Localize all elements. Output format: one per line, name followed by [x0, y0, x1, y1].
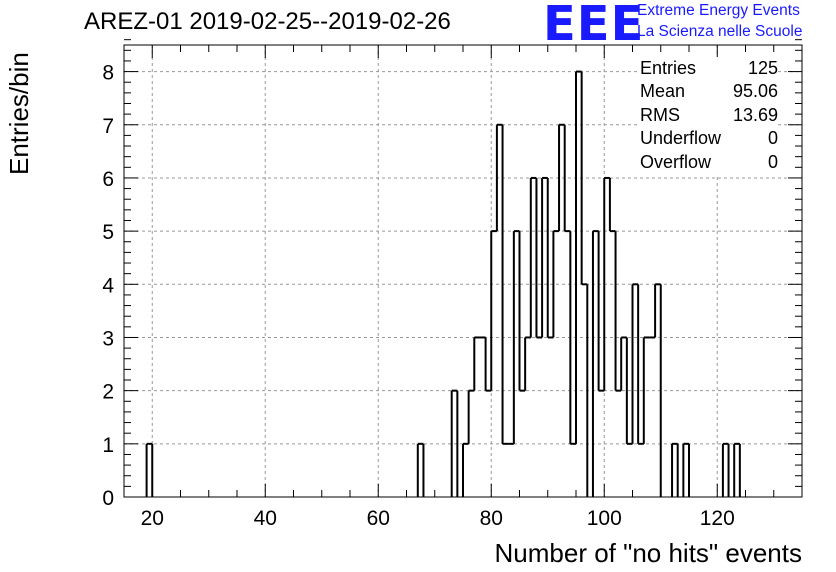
y-tick-label: 7 [102, 115, 114, 138]
axis-ticks [123, 39, 803, 498]
y-tick-label: 8 [102, 62, 114, 85]
y-tick-label: 0 [102, 487, 114, 510]
y-tick-label: 5 [102, 221, 114, 244]
logo-line-1: Extreme Energy Events [637, 2, 800, 19]
x-tick-label: 120 [700, 507, 735, 530]
y-tick-label: 6 [102, 168, 114, 191]
y-tick-label: 4 [102, 274, 114, 297]
stats-label: Entries [640, 58, 697, 78]
y-axis-label-wrap: Entries/bin [4, 52, 34, 175]
x-axis-label: Number of "no hits" events [494, 538, 803, 568]
stats-label: Underflow [640, 128, 722, 149]
logo-line-2: La Scienza nelle Scuole [637, 23, 803, 40]
x-tick-label: 60 [367, 507, 390, 530]
y-tick-label: 3 [102, 327, 114, 350]
stats-label: Mean [640, 81, 686, 102]
x-tick-label: 20 [141, 507, 164, 530]
stats-box: Entries 125 Mean 95.06 RMS 13.69 Underflow 0 Ove… [640, 57, 778, 174]
stats-value: 13.69 [732, 104, 778, 125]
stats-label: Overflow [640, 151, 712, 172]
stats-row: Mean 95.06 [640, 80, 778, 103]
stats-row: Underflow 0 [640, 127, 778, 150]
stats-row: RMS 13.69 [640, 104, 778, 127]
x-tick-label: 100 [587, 507, 622, 530]
chart-title: AREZ-01 2019-02-25--2019-02-26 [84, 8, 451, 35]
stats-row: Entries 125 [640, 57, 778, 80]
x-tick-label: 40 [254, 507, 277, 530]
y-axis-label: Entries/bin [4, 52, 34, 175]
stats-value: 125 [747, 58, 778, 78]
stats-value: 95.06 [732, 81, 778, 102]
y-tick-label: 1 [102, 434, 114, 457]
y-tick-label: 2 [102, 381, 114, 404]
stats-value: 0 [767, 128, 778, 149]
tick-labels: 20 40 60 80 100 120 0 1 2 3 4 5 6 7 8 [102, 62, 734, 530]
stats-label: RMS [640, 104, 680, 125]
stats-row: Overflow 0 [640, 151, 778, 174]
x-tick-label: 80 [480, 507, 503, 530]
eee-logo: EEE [543, 0, 645, 52]
stats-value: 0 [767, 151, 778, 172]
